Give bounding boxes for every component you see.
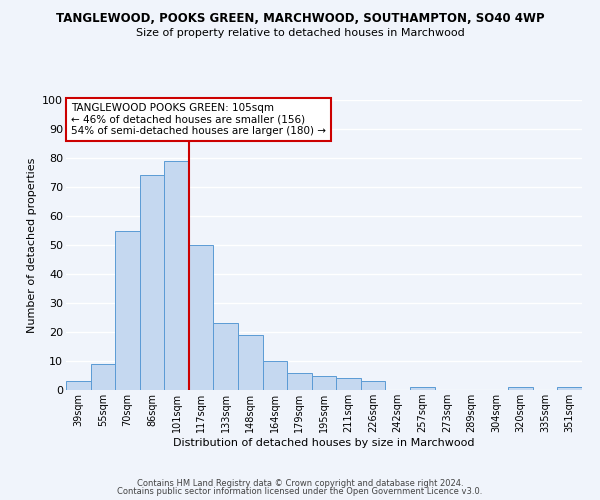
Bar — [336, 378, 361, 390]
Text: TANGLEWOOD POOKS GREEN: 105sqm
← 46% of detached houses are smaller (156)
54% of: TANGLEWOOD POOKS GREEN: 105sqm ← 46% of … — [71, 103, 326, 136]
Bar — [164, 161, 189, 390]
Bar — [263, 361, 287, 390]
Text: Contains HM Land Registry data © Crown copyright and database right 2024.: Contains HM Land Registry data © Crown c… — [137, 478, 463, 488]
Bar — [508, 387, 533, 390]
Bar — [557, 387, 582, 390]
Bar — [214, 324, 238, 390]
Bar — [361, 382, 385, 390]
Bar — [91, 364, 115, 390]
Bar — [189, 245, 214, 390]
Bar — [287, 372, 312, 390]
Bar — [238, 335, 263, 390]
Bar — [140, 176, 164, 390]
Bar — [410, 387, 434, 390]
Y-axis label: Number of detached properties: Number of detached properties — [26, 158, 37, 332]
Bar — [66, 382, 91, 390]
Bar — [312, 376, 336, 390]
X-axis label: Distribution of detached houses by size in Marchwood: Distribution of detached houses by size … — [173, 438, 475, 448]
Text: Size of property relative to detached houses in Marchwood: Size of property relative to detached ho… — [136, 28, 464, 38]
Text: Contains public sector information licensed under the Open Government Licence v3: Contains public sector information licen… — [118, 487, 482, 496]
Text: TANGLEWOOD, POOKS GREEN, MARCHWOOD, SOUTHAMPTON, SO40 4WP: TANGLEWOOD, POOKS GREEN, MARCHWOOD, SOUT… — [56, 12, 544, 26]
Bar — [115, 230, 140, 390]
